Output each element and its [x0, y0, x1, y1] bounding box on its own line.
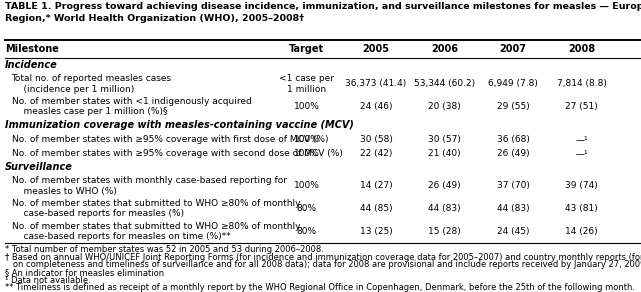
Text: 37 (70): 37 (70): [497, 181, 529, 190]
Text: 24 (46): 24 (46): [360, 102, 392, 111]
Text: 22 (42): 22 (42): [360, 149, 392, 158]
Text: ¹ Data not available.: ¹ Data not available.: [5, 276, 91, 285]
Text: † Based on annual WHO/UNICEF Joint Reporting Forms (for incidence and immunizati: † Based on annual WHO/UNICEF Joint Repor…: [5, 253, 641, 262]
Text: —¹: —¹: [576, 149, 588, 158]
Text: 44 (85): 44 (85): [360, 204, 392, 213]
Text: No. of member states with ≥95% coverage with second dose of MCV (%): No. of member states with ≥95% coverage …: [12, 149, 342, 158]
Text: No. of member states that submitted to WHO ≥80% of monthly
    case-based report: No. of member states that submitted to W…: [12, 199, 300, 218]
Text: 53,344 (60.2): 53,344 (60.2): [414, 79, 475, 88]
Text: Immunization coverage with measles-containing vaccine (MCV): Immunization coverage with measles-conta…: [5, 120, 354, 130]
Text: 26 (49): 26 (49): [428, 181, 461, 190]
Text: 20 (38): 20 (38): [428, 102, 461, 111]
Text: 2006: 2006: [431, 44, 458, 54]
Text: on completeness and timeliness of surveillance and for all 2008 data); data for : on completeness and timeliness of survei…: [5, 260, 641, 270]
Text: 43 (81): 43 (81): [565, 204, 598, 213]
Text: 44 (83): 44 (83): [497, 204, 529, 213]
Text: No. of member states with monthly case-based reporting for
    measles to WHO (%: No. of member states with monthly case-b…: [12, 176, 287, 196]
Text: 2008: 2008: [568, 44, 595, 54]
Text: 13 (25): 13 (25): [360, 227, 392, 236]
Text: 39 (74): 39 (74): [565, 181, 598, 190]
Text: 14 (26): 14 (26): [565, 227, 598, 236]
Text: Milestone: Milestone: [5, 44, 59, 54]
Text: 27 (51): 27 (51): [565, 102, 598, 111]
Text: 15 (28): 15 (28): [428, 227, 461, 236]
Text: 2005: 2005: [362, 44, 390, 54]
Text: Target: Target: [289, 44, 324, 54]
Text: 30 (58): 30 (58): [360, 135, 392, 144]
Text: No. of member states with <1 indigenously acquired
    measles case per 1 millio: No. of member states with <1 indigenousl…: [12, 97, 251, 117]
Text: 100%: 100%: [294, 102, 319, 111]
Text: 14 (27): 14 (27): [360, 181, 392, 190]
Text: * Total number of member states was 52 in 2005 and 53 during 2006–2008.: * Total number of member states was 52 i…: [5, 245, 324, 254]
Text: 21 (40): 21 (40): [428, 149, 461, 158]
Text: Surveillance: Surveillance: [5, 162, 73, 173]
Text: 2007: 2007: [499, 44, 527, 54]
Text: 44 (83): 44 (83): [428, 204, 461, 213]
Text: 36 (68): 36 (68): [497, 135, 529, 144]
Text: 26 (49): 26 (49): [497, 149, 529, 158]
Text: —¹: —¹: [576, 135, 588, 144]
Text: 80%: 80%: [296, 227, 317, 236]
Text: Incidence: Incidence: [5, 60, 58, 70]
Text: 100%: 100%: [294, 181, 319, 190]
Text: 29 (55): 29 (55): [497, 102, 529, 111]
Text: ** Timeliness is defined as receipt of a monthly report by the WHO Regional Offi: ** Timeliness is defined as receipt of a…: [5, 283, 635, 292]
Text: 80%: 80%: [296, 204, 317, 213]
Text: <1 case per
1 million: <1 case per 1 million: [279, 74, 334, 94]
Text: Total no. of reported measles cases
    (incidence per 1 million): Total no. of reported measles cases (inc…: [12, 74, 172, 94]
Text: No. of member states with ≥95% coverage with first dose of MCV (%): No. of member states with ≥95% coverage …: [12, 135, 328, 144]
Text: 36,373 (41.4): 36,373 (41.4): [345, 79, 406, 88]
Text: 100%: 100%: [294, 149, 319, 158]
Text: No. of member states that submitted to WHO ≥80% of monthly
    case-based report: No. of member states that submitted to W…: [12, 222, 300, 241]
Text: 7,814 (8.8): 7,814 (8.8): [557, 79, 606, 88]
Text: 100%: 100%: [294, 135, 319, 144]
Text: § An indicator for measles elimination: § An indicator for measles elimination: [5, 268, 164, 277]
Text: 30 (57): 30 (57): [428, 135, 461, 144]
Text: 24 (45): 24 (45): [497, 227, 529, 236]
Text: TABLE 1. Progress toward achieving disease incidence, immunization, and surveill: TABLE 1. Progress toward achieving disea…: [5, 2, 641, 23]
Text: 6,949 (7.8): 6,949 (7.8): [488, 79, 538, 88]
